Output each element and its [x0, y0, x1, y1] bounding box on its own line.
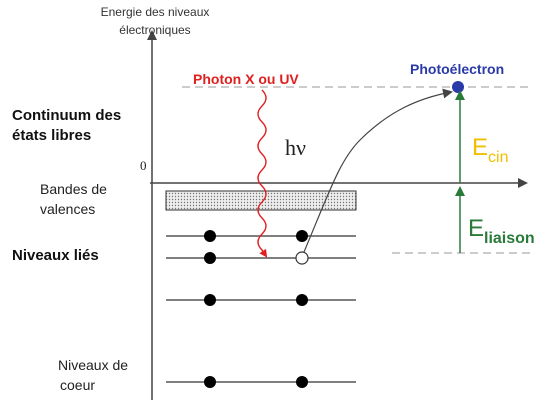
valence-label: valences	[40, 201, 95, 217]
valence-band	[165, 190, 357, 211]
electron-path	[303, 88, 453, 253]
core-label: coeur	[60, 377, 95, 393]
electron	[204, 252, 216, 264]
photoelectron-label: Photoélectron	[410, 61, 504, 77]
continuum-label: Continuum des	[12, 107, 121, 124]
continuum-label: états libres	[12, 127, 91, 144]
core-label: Niveaux de	[58, 357, 128, 373]
electron	[204, 230, 216, 242]
electron	[204, 376, 216, 388]
zero-label: 0	[140, 158, 147, 173]
electron	[204, 294, 216, 306]
energy-symbol: hν	[285, 135, 306, 160]
axis-label: Energie des niveaux	[101, 5, 210, 19]
binding-energy: Eliaison	[468, 215, 535, 247]
axis-label: électroniques	[119, 23, 190, 37]
electron	[296, 230, 308, 242]
electron	[296, 294, 308, 306]
valence-label: Bandes de	[40, 181, 107, 197]
kinetic-energy: Ecin	[472, 134, 508, 166]
bound-label: Niveaux liés	[12, 247, 99, 264]
hole	[295, 251, 309, 265]
electron	[296, 376, 308, 388]
photon-wave	[257, 89, 268, 258]
photoelectron	[452, 81, 464, 93]
photon-label: Photon X ou UV	[193, 71, 299, 87]
